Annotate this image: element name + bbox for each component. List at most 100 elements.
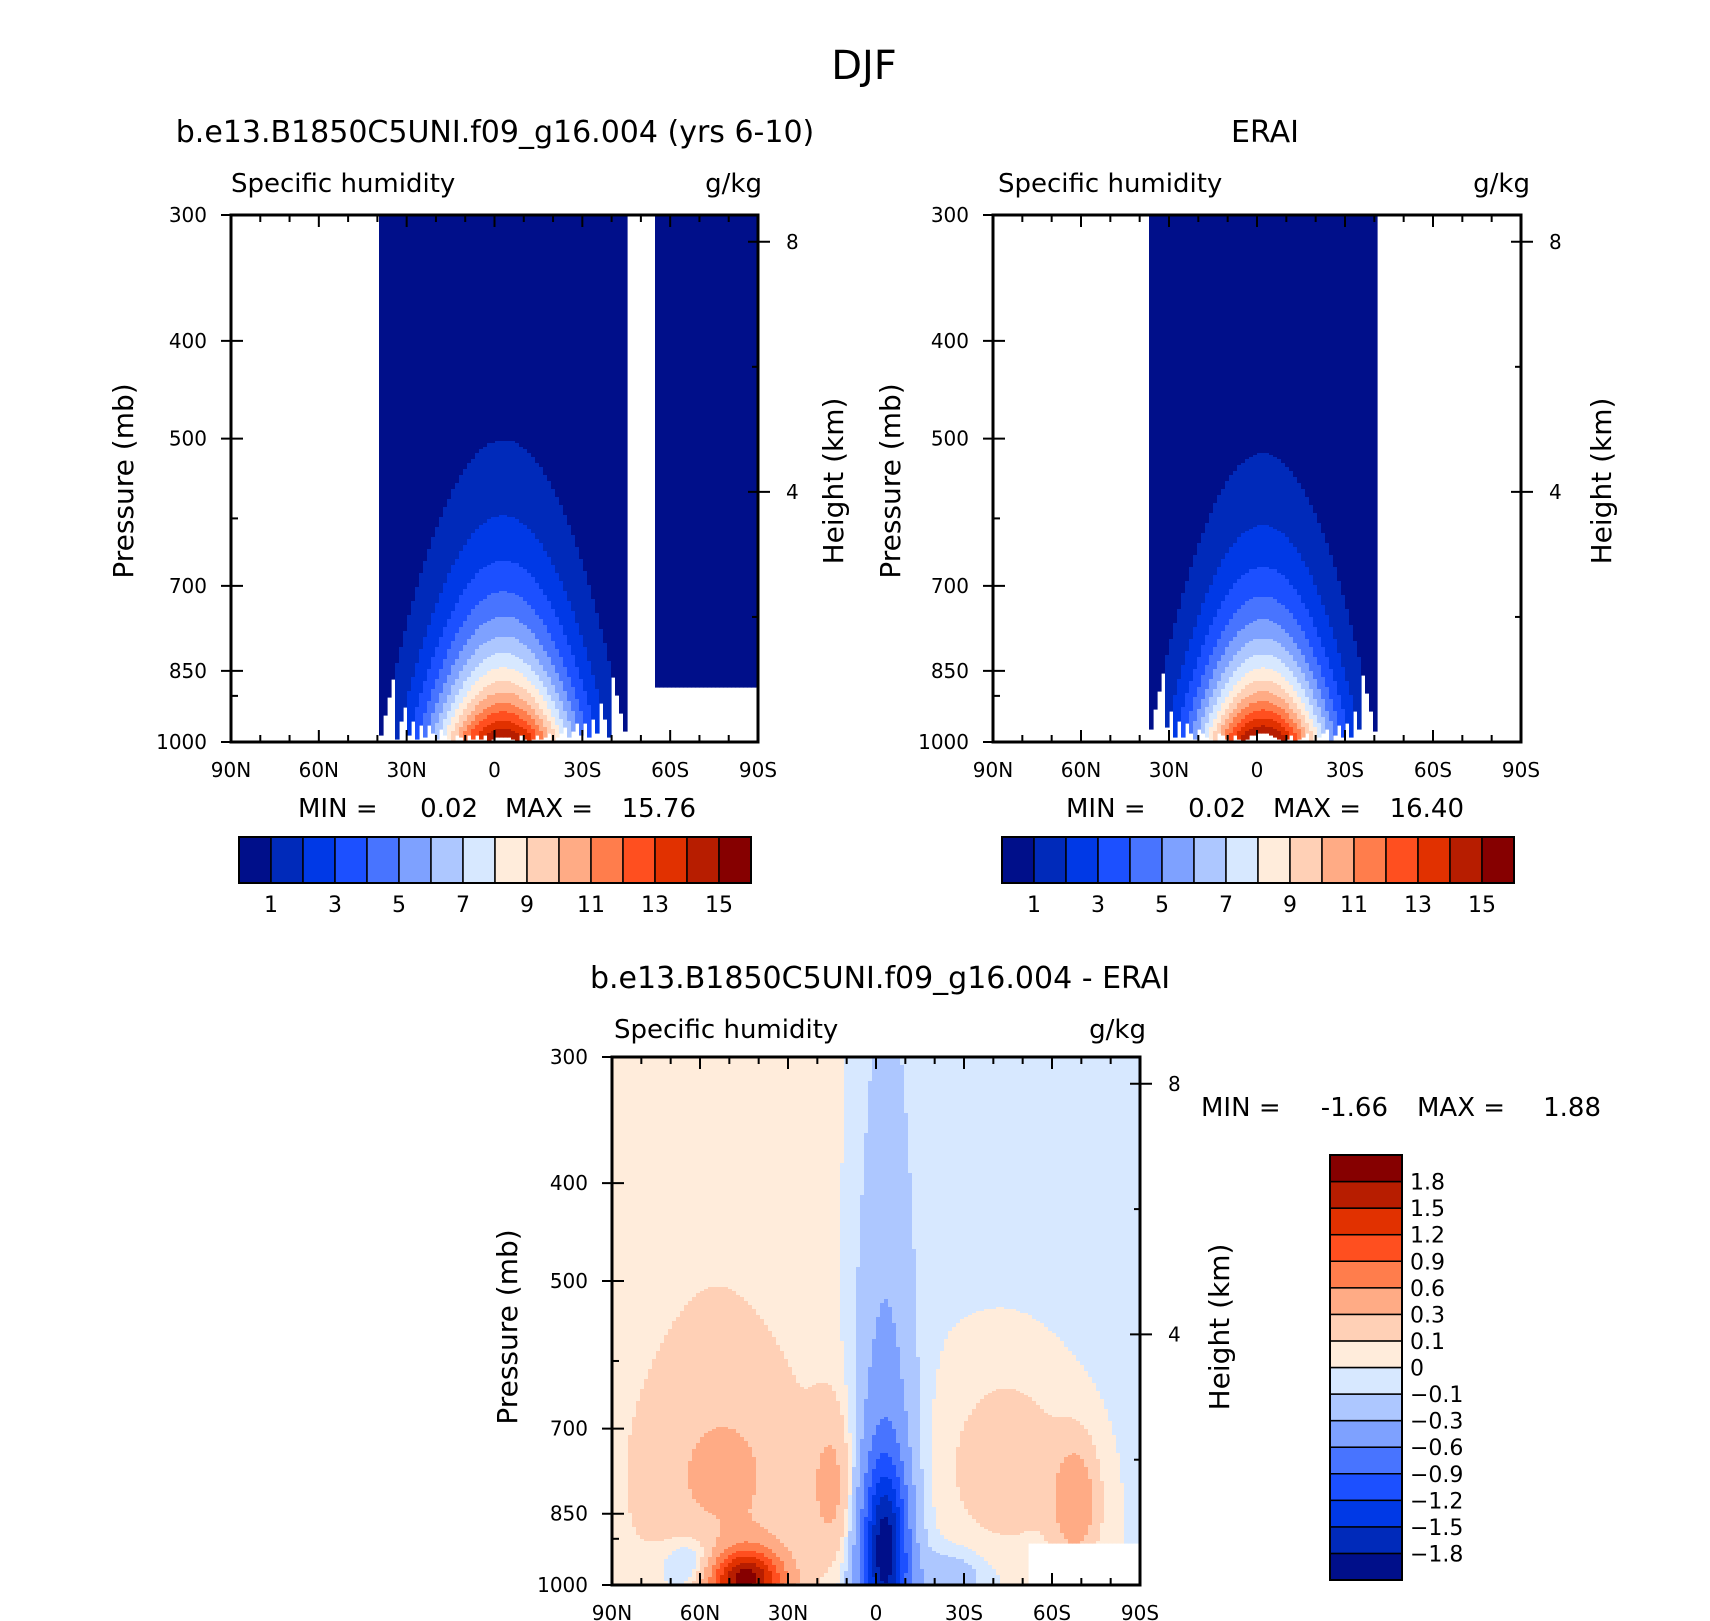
contour-cell: [880, 1419, 885, 1454]
contour-cell: [519, 643, 524, 660]
contour-cell: [1084, 1371, 1089, 1430]
contour-cell: [551, 641, 556, 666]
contour-cell: [495, 721, 500, 730]
contour-cell: [507, 693, 512, 704]
contour-cell: [507, 441, 512, 518]
contour-cell: [483, 719, 488, 728]
contour-cell: [1257, 567, 1262, 598]
contour-cell: [880, 1477, 885, 1498]
contour-cell: [1225, 697, 1230, 710]
contour-cell: [884, 1417, 889, 1454]
contour-cell: [671, 215, 676, 688]
contour-cell: [511, 731, 516, 740]
contour-cell: [1269, 621, 1274, 640]
contour-cell: [435, 527, 440, 604]
contour-cell: [832, 1449, 837, 1520]
contour-cell: [531, 685, 536, 698]
contour-cell: [1245, 459, 1250, 532]
contour-cell: [1313, 679, 1318, 700]
contour-cell: [439, 693, 444, 714]
contour-cell: [503, 667, 508, 682]
colorbar-box: [494, 836, 528, 884]
contour-cell: [1249, 703, 1254, 714]
contour-cell: [652, 1057, 657, 1360]
contour-cell: [535, 659, 540, 676]
contour-cell: [1297, 483, 1302, 554]
contour-cell: [908, 1529, 913, 1586]
contour-cell: [1261, 453, 1266, 526]
contour-cell: [728, 1289, 733, 1430]
contour-cell: [1096, 1057, 1101, 1392]
contour-cell: [996, 1057, 1001, 1308]
contour-cell: [1293, 713, 1298, 724]
contour-cell: [900, 1057, 905, 1066]
contour-cell: [503, 711, 508, 722]
contour-cell: [579, 711, 584, 736]
contour-cell: [1084, 1467, 1089, 1536]
contour-cell: [531, 709, 536, 720]
contour-cell: [648, 1541, 653, 1586]
contour-cell: [1277, 643, 1282, 660]
contour-cell: [616, 1057, 621, 1586]
contour-cell: [692, 1449, 697, 1500]
contour-cell: [1004, 1309, 1009, 1390]
colorbar-box: [1329, 1473, 1403, 1502]
contour-cell: [1245, 723, 1250, 732]
left-string: Specific humidity: [614, 1015, 838, 1045]
panel-model: b.e13.B1850C5UNI.f09_g16.004 (yrs 6-10) …: [107, 115, 850, 918]
contour-cell: [591, 675, 596, 720]
contour-cell: [688, 1057, 693, 1302]
min-label: MIN =: [298, 794, 378, 824]
contour-cell: [1333, 567, 1338, 640]
colorbar-box: [1225, 836, 1259, 884]
contour-cell: [1197, 657, 1202, 688]
contour-cell: [700, 1507, 705, 1548]
contour-cell: [527, 693, 532, 706]
contour-cell: [1241, 727, 1246, 736]
contour-cell: [1064, 1057, 1069, 1348]
contour-cell: [579, 635, 584, 680]
contour-cell: [511, 617, 516, 638]
contour-cell: [475, 605, 480, 630]
contour-cell: [1245, 715, 1250, 724]
contour-cell: [1076, 1361, 1081, 1422]
x-tick-label: 30N: [1149, 758, 1189, 782]
contour-cell: [1197, 215, 1202, 544]
contour-cell: [1177, 679, 1182, 722]
contour-cell: [1273, 683, 1278, 696]
contour-cell: [439, 215, 444, 518]
contour-cell: [431, 689, 436, 714]
contour-cell: [872, 1495, 877, 1526]
contour-cell: [483, 675, 488, 688]
colorbar-box: [1353, 836, 1387, 884]
colorbar-box: [1001, 836, 1035, 884]
y-tick-label: 300: [169, 203, 207, 227]
contour-cell: [756, 1543, 761, 1554]
contour-cell: [1056, 1057, 1061, 1338]
contour-cell: [1036, 1405, 1041, 1532]
contour-cell: [924, 1057, 929, 1530]
contour-cell: [1297, 625, 1302, 650]
contour-cell: [523, 449, 528, 526]
panel-title: ERAI: [1231, 115, 1299, 150]
contour-cell: [427, 625, 432, 670]
contour-cell: [1229, 733, 1234, 742]
contour-cell: [1321, 215, 1326, 534]
contour-cell: [1349, 695, 1354, 738]
colorbar-box: [1329, 1154, 1403, 1183]
contour-cell: [467, 677, 472, 692]
contour-cell: [535, 539, 540, 584]
contour-cell: [800, 1057, 805, 1388]
contour-cell: [495, 693, 500, 704]
contour-cell: [1321, 677, 1326, 700]
contour-cell: [724, 1559, 729, 1568]
contour-cell: [527, 453, 532, 530]
contour-cell: [1225, 215, 1230, 482]
contour-cell: [443, 583, 448, 628]
contour-cell: [1036, 1321, 1041, 1406]
contour-cell: [583, 571, 588, 648]
contour-cell: [543, 671, 548, 688]
contour-cell: [656, 1351, 661, 1542]
contour-cell: [483, 599, 488, 624]
contour-cell: [459, 703, 464, 716]
